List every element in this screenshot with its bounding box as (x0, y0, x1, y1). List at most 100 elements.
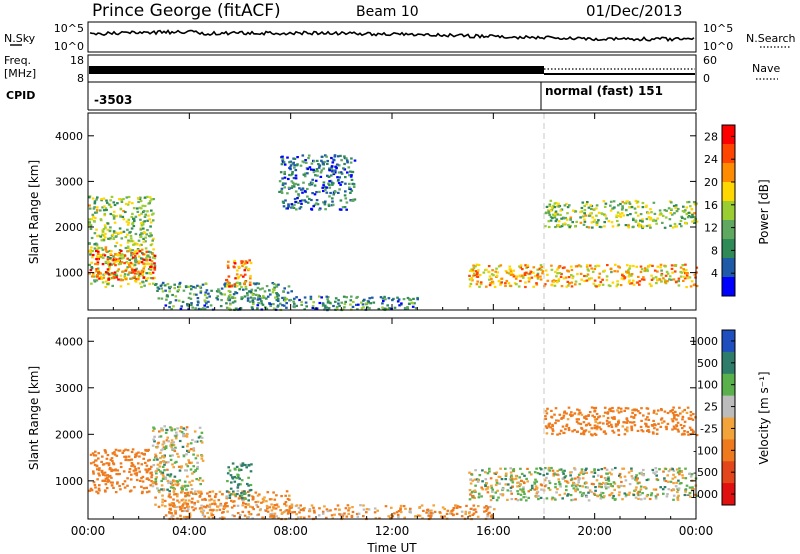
echo-cell (687, 211, 691, 214)
echo-cell (103, 449, 107, 452)
echo-cell (142, 240, 146, 243)
echo-cell (636, 281, 639, 284)
echo-cell (248, 300, 252, 303)
echo-cell (290, 203, 294, 206)
echo-cell (598, 421, 602, 424)
echo-cell (271, 288, 275, 291)
echo-cell (142, 258, 145, 261)
echo-cell (240, 260, 243, 263)
echo-cell (230, 506, 234, 509)
echo-cell (600, 495, 603, 498)
echo-cell (474, 508, 477, 511)
echo-cell (350, 515, 354, 518)
echo-cell (535, 283, 539, 286)
echo-cell (130, 254, 133, 257)
echo-cell (604, 202, 608, 205)
echo-cell (671, 468, 674, 471)
echo-cell (568, 225, 571, 229)
echo-cell (582, 433, 586, 436)
echo-cell (97, 234, 101, 237)
echo-cell (151, 429, 155, 432)
echo-cell (134, 261, 138, 264)
echo-cell (349, 299, 353, 302)
echo-cell (174, 299, 178, 302)
freq-tick-top: 18 (70, 54, 84, 67)
echo-cell (180, 509, 184, 513)
echo-cell (181, 504, 184, 507)
echo-cell (300, 300, 303, 303)
echo-cell (682, 205, 685, 208)
echo-cell (145, 259, 149, 262)
echo-cell (527, 496, 530, 499)
echo-cell (544, 283, 547, 286)
echo-cell (524, 285, 527, 289)
echo-cell (558, 265, 561, 268)
echo-cell (343, 512, 346, 515)
echo-cell (682, 270, 686, 273)
echo-cell (378, 517, 381, 520)
echo-cell (248, 259, 251, 262)
echo-cell (148, 272, 151, 275)
echo-cell (178, 505, 182, 508)
echo-cell (130, 277, 134, 280)
echo-cell (141, 274, 144, 277)
echo-cell (163, 463, 166, 466)
echo-cell (639, 485, 643, 488)
echo-cell (469, 478, 473, 481)
echo-cell (674, 206, 677, 209)
echo-cell (680, 215, 683, 218)
echo-cell (124, 236, 128, 239)
echo-cell (516, 490, 519, 493)
echo-cell (553, 206, 557, 209)
echo-cell (131, 463, 134, 466)
echo-cell (536, 472, 540, 475)
echo-cell (547, 487, 550, 490)
echo-cell (96, 261, 100, 264)
echo-cell (535, 480, 539, 483)
echo-cell (495, 267, 498, 270)
echo-cell (574, 490, 577, 493)
echo-cell (576, 408, 579, 411)
echo-cell (612, 417, 615, 420)
echo-cell (332, 191, 336, 194)
echo-cell (301, 187, 305, 190)
echo-cell (356, 308, 359, 311)
echo-cell (93, 202, 97, 205)
echo-cell (149, 244, 153, 247)
echo-cell (528, 277, 531, 280)
echo-cell (151, 485, 155, 488)
echo-cell (636, 214, 640, 217)
echo-cell (478, 285, 481, 288)
echo-cell (95, 279, 99, 282)
echo-cell (645, 217, 649, 221)
echo-cell (386, 304, 389, 307)
echo-cell (590, 427, 594, 430)
echo-cell (240, 492, 243, 495)
echo-cell (656, 478, 660, 482)
echo-cell (613, 270, 616, 273)
echo-cell (100, 199, 103, 202)
echo-cell (243, 269, 247, 272)
colorbar-segment (722, 395, 735, 418)
echo-cell (119, 208, 123, 211)
echo-cell (487, 270, 491, 273)
echo-cell (344, 507, 348, 510)
echo-cell (178, 439, 182, 443)
echo-cell (609, 483, 613, 486)
echo-cell (99, 209, 102, 212)
echo-cell (565, 489, 568, 492)
echo-cell (606, 412, 610, 415)
echo-cell (190, 501, 194, 504)
cpid-right-value: normal (fast) 151 (545, 84, 663, 98)
echo-cell (130, 464, 133, 468)
echo-cell (614, 423, 618, 426)
echo-cell (525, 477, 528, 480)
echo-cell (133, 254, 137, 258)
echo-cell (171, 444, 174, 447)
echo-cell (112, 201, 116, 204)
echo-cell (88, 196, 91, 199)
echo-cell (567, 493, 570, 496)
echo-cell (579, 216, 582, 219)
echo-cell (181, 484, 184, 488)
echo-cell (159, 284, 163, 287)
